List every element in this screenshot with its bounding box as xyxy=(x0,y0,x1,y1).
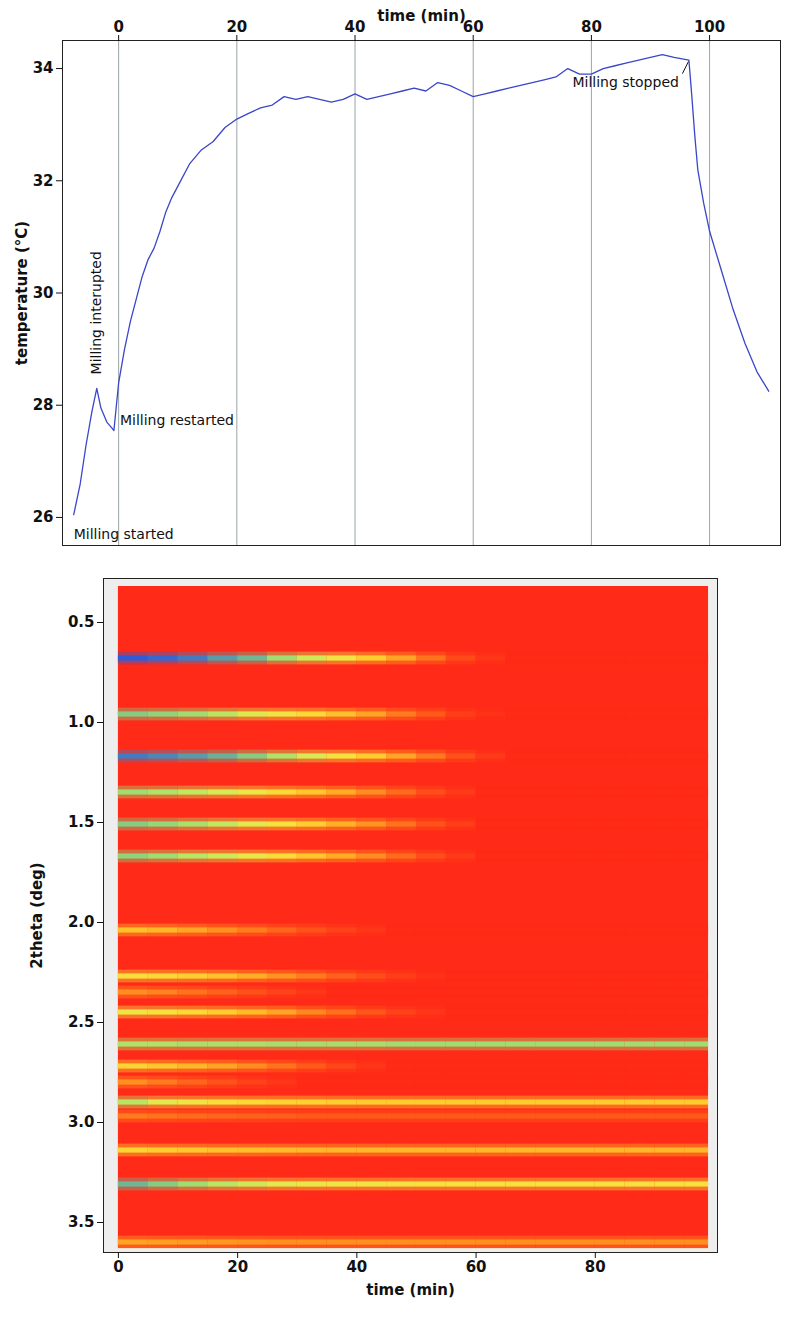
svg-text:1.5: 1.5 xyxy=(68,813,95,831)
svg-text:time (min): time (min) xyxy=(377,7,466,25)
svg-text:1.0: 1.0 xyxy=(68,713,95,731)
svg-text:40: 40 xyxy=(345,18,366,36)
svg-text:30: 30 xyxy=(33,284,54,302)
svg-text:0: 0 xyxy=(113,1258,123,1276)
svg-text:20: 20 xyxy=(227,1258,248,1276)
svg-text:3.5: 3.5 xyxy=(68,1213,95,1231)
svg-text:100: 100 xyxy=(694,18,725,36)
svg-text:0: 0 xyxy=(113,18,123,36)
svg-text:60: 60 xyxy=(466,1258,487,1276)
svg-text:Milling stopped: Milling stopped xyxy=(572,74,678,90)
svg-text:20: 20 xyxy=(226,18,247,36)
svg-text:28: 28 xyxy=(33,396,54,414)
svg-text:3.0: 3.0 xyxy=(68,1113,95,1131)
svg-text:0.5: 0.5 xyxy=(68,613,95,631)
svg-text:80: 80 xyxy=(581,18,602,36)
svg-text:26: 26 xyxy=(33,508,54,526)
svg-text:2.5: 2.5 xyxy=(68,1013,95,1031)
svg-text:34: 34 xyxy=(33,59,54,77)
svg-text:2.0: 2.0 xyxy=(68,913,95,931)
svg-text:80: 80 xyxy=(585,1258,606,1276)
svg-text:time (min): time (min) xyxy=(366,1281,455,1299)
svg-text:Milling started: Milling started xyxy=(74,526,174,542)
svg-text:2theta (deg): 2theta (deg) xyxy=(28,862,46,968)
svg-text:40: 40 xyxy=(346,1258,367,1276)
svg-text:Milling interupted: Milling interupted xyxy=(88,251,104,374)
svg-text:32: 32 xyxy=(33,172,54,190)
svg-text:Milling restarted: Milling restarted xyxy=(120,412,234,428)
svg-text:60: 60 xyxy=(463,18,484,36)
svg-text:temperature (°C): temperature (°C) xyxy=(13,221,31,365)
